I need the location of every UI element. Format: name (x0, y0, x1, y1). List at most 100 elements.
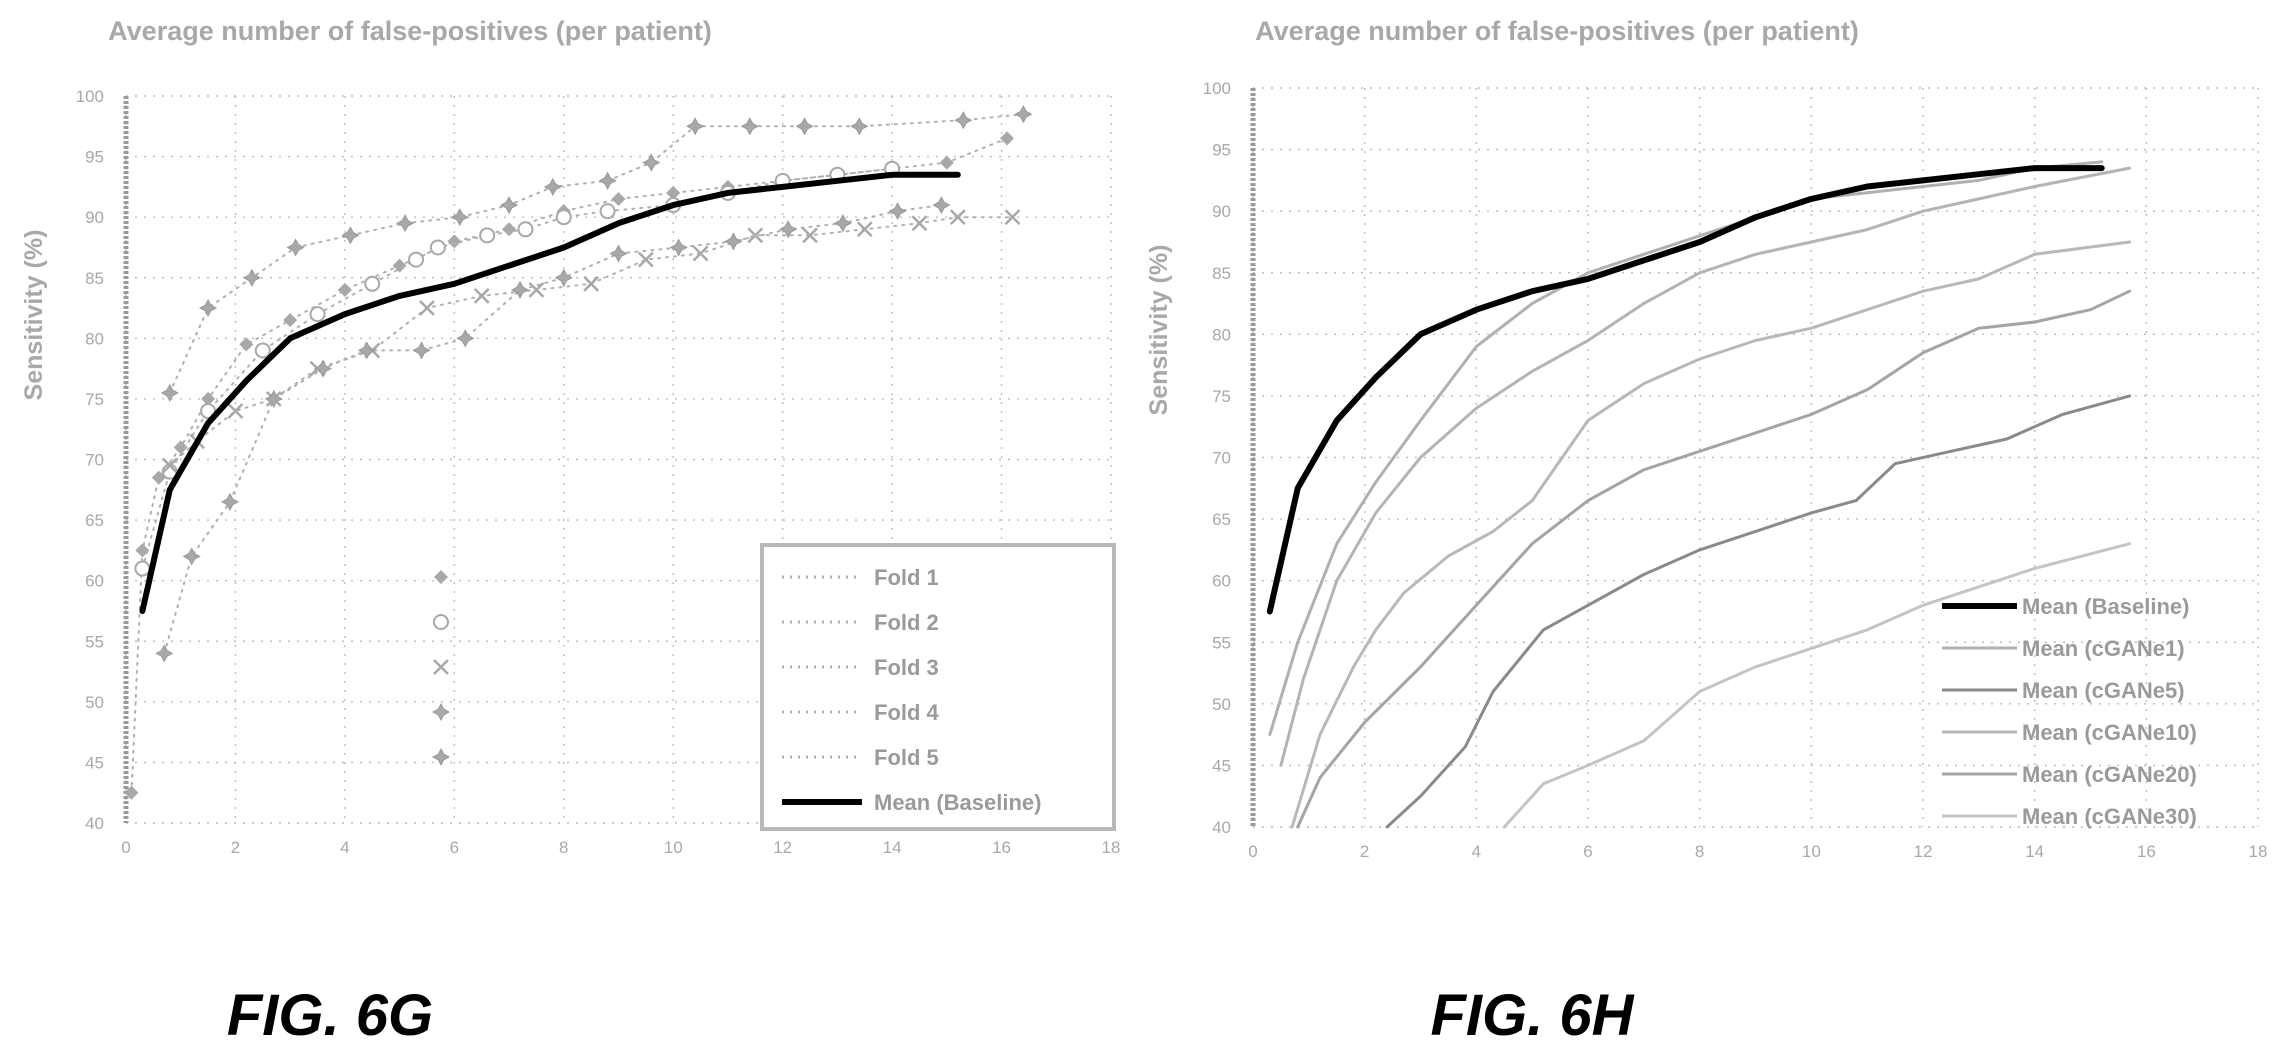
legend-frame (760, 543, 1116, 831)
legend-item-fold-4: Fold 4 (431, 700, 940, 725)
data-point (954, 111, 973, 130)
data-point (724, 232, 743, 251)
x-tick-label: 6 (1583, 842, 1592, 861)
data-point (747, 227, 764, 244)
data-point (669, 238, 688, 257)
data-point (309, 306, 326, 323)
legend-marker (433, 659, 449, 675)
series-fold-5 (155, 196, 951, 663)
data-point (1014, 105, 1033, 124)
data-point (161, 457, 178, 474)
data-point (160, 383, 179, 402)
legend: Fold 1 Fold 2 Fold 3 Fold 4 Fold 5 Mean (Base… (431, 543, 1116, 831)
legend-item-fold-3: Fold 3 (433, 655, 939, 680)
data-point (135, 543, 150, 558)
y-tick-label: 75 (1212, 387, 1231, 406)
legend-item-fold-5: Fold 5 (431, 745, 939, 770)
x-tick-label: 0 (1248, 842, 1257, 861)
x-tick-label: 16 (2137, 842, 2156, 861)
data-point (182, 547, 201, 566)
series-line (1266, 165, 2105, 615)
legend-label: Fold 3 (874, 655, 939, 680)
legend-label: Fold 4 (874, 700, 940, 725)
y-tick-label: 100 (1203, 79, 1231, 98)
data-point (429, 239, 446, 256)
series-line (1290, 240, 2132, 829)
data-point (283, 313, 298, 328)
data-point (543, 177, 562, 196)
y-tick-label: 40 (85, 814, 104, 833)
chart-6h: Average number of false-positives (per p… (1145, 16, 2267, 1048)
legend-item-mean-cgane20: Mean (cGANe20) (1942, 762, 2197, 787)
y-tick-label: 85 (1212, 264, 1231, 283)
data-point (528, 281, 545, 298)
legend-item-mean-cgane5: Mean (cGANe5) (1942, 678, 2185, 703)
series-line (1279, 166, 2132, 767)
data-point (396, 214, 415, 233)
series-mean-cgane30 (1502, 542, 2132, 829)
data-point (510, 280, 530, 299)
legend-marker (434, 570, 448, 584)
data-point (795, 117, 814, 136)
data-point (554, 268, 573, 287)
legend: Mean (Baseline) Mean (cGANe1) Mean (cGANe5… (1942, 594, 2197, 829)
series-line (1385, 394, 2132, 829)
legend-marker (431, 702, 451, 722)
data-point (666, 185, 681, 200)
legend-item-mean-cgane10: Mean (cGANe10) (1942, 720, 2197, 745)
data-point (412, 341, 431, 360)
figure-caption: FIG. 6G (227, 983, 433, 1048)
legend-item-fold-2: Fold 2 (433, 610, 939, 635)
data-point (1004, 209, 1021, 226)
data-point (555, 209, 572, 226)
data-point (357, 341, 376, 360)
y-tick-label: 80 (85, 329, 104, 348)
data-point (500, 196, 519, 215)
data-point (502, 222, 517, 237)
legend-item-fold-1: Fold 1 (434, 565, 939, 590)
data-point (264, 389, 283, 408)
legend-label: Mean (Baseline) (874, 790, 1042, 815)
series-line (1268, 160, 2104, 737)
series-mean-cgane5 (1385, 394, 2132, 829)
legend-item-mean-baseline: Mean (Baseline) (782, 790, 1042, 815)
y-tick-label: 85 (85, 269, 104, 288)
x-tick-label: 12 (773, 838, 792, 857)
data-point (392, 258, 407, 273)
series-mean-cgane10 (1290, 240, 2132, 829)
x-tick-label: 2 (1360, 842, 1369, 861)
legend-marker (431, 747, 451, 767)
y-tick-label: 40 (1212, 818, 1231, 837)
data-point (199, 298, 218, 318)
x-tick-label: 18 (1102, 838, 1121, 857)
data-point (692, 245, 709, 262)
y-axis-label: Sensitivity (%) (20, 230, 48, 401)
data-point (949, 209, 966, 226)
figure-caption: FIG. 6H (1430, 983, 1634, 1048)
data-point (364, 275, 381, 292)
data-point (642, 153, 661, 172)
y-tick-label: 45 (85, 753, 104, 772)
x-tick-label: 12 (1914, 842, 1933, 861)
legend-label: Mean (cGANe5) (2022, 678, 2185, 703)
data-point (517, 221, 534, 238)
data-point (740, 117, 759, 136)
data-point (239, 337, 254, 352)
data-point (456, 329, 475, 348)
data-point (583, 275, 600, 292)
x-tick-label: 4 (1472, 842, 1481, 861)
chart-6g: Average number of false-positives (per p… (20, 16, 1121, 1048)
x-tick-label: 10 (664, 838, 683, 857)
x-tick-label: 10 (1802, 842, 1821, 861)
legend-label: Fold 2 (874, 610, 939, 635)
series-line (163, 204, 943, 655)
data-point (473, 288, 490, 304)
data-point (313, 359, 333, 378)
data-point (286, 238, 305, 257)
x-tick-label: 6 (450, 838, 459, 857)
figure-6g: Average number of false-positives (per p… (0, 0, 1141, 1060)
data-point (341, 226, 360, 245)
data-point (856, 221, 873, 238)
data-point (479, 227, 496, 244)
data-point (888, 202, 907, 221)
